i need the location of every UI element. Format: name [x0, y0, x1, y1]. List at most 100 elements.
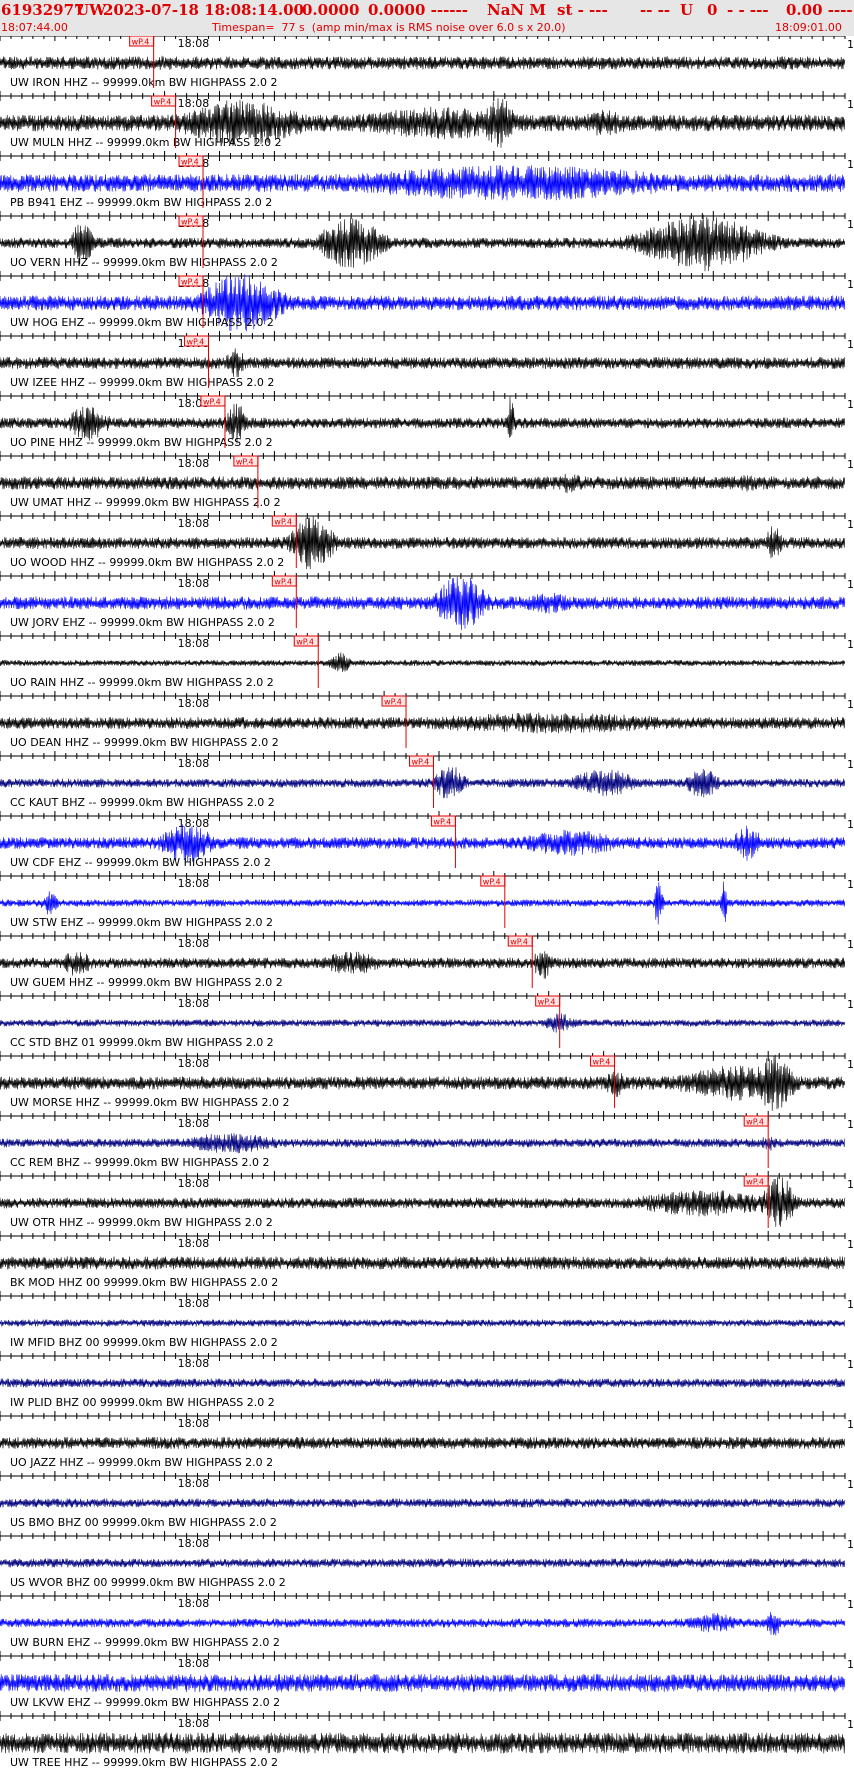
- station-label: UW UMAT HHZ -- 99999.0km BW HIGHPASS 2.0…: [10, 496, 281, 509]
- pick-label: wP.4: [411, 758, 429, 767]
- waveform-trace: [0, 165, 846, 201]
- time-axis-ticks: [0, 991, 846, 1001]
- pick-label: wP.4: [296, 638, 314, 647]
- latitude: 0.0000: [302, 1, 360, 19]
- waveform-trace: [0, 1256, 846, 1270]
- minute-mark-label: 18:08: [178, 1237, 210, 1250]
- waveform-trace: [0, 1611, 846, 1636]
- minute-mark-label: 18:08: [178, 1117, 210, 1130]
- station-label: CC REM BHZ -- 99999.0km BW HIGHPASS 2.0 …: [10, 1156, 270, 1169]
- scale-marker: 1: [847, 1118, 854, 1131]
- station-label: UW MULN HHZ -- 99999.0km BW HIGHPASS 2.0…: [10, 136, 282, 149]
- scale-marker: 1: [847, 518, 854, 531]
- station-label: UW OTR HHZ -- 99999.0km BW HIGHPASS 2.0 …: [10, 1216, 273, 1229]
- minute-mark-label: 18:08: [178, 1297, 210, 1310]
- time-axis-ticks: [0, 931, 846, 941]
- station-label: UO PINE HHZ -- 99999.0km BW HIGHPASS 2.0…: [10, 436, 273, 449]
- scale-marker: 1: [847, 1178, 854, 1191]
- pick-label: wP.4: [274, 578, 292, 587]
- time-axis-ticks: [0, 1591, 846, 1601]
- time-axis-ticks: [0, 1351, 846, 1361]
- scale-marker: 1: [847, 578, 854, 591]
- waveform-trace: [0, 515, 846, 570]
- waveform-trace: [0, 767, 846, 799]
- pick-label: wP.4: [181, 278, 199, 287]
- waveform-trace: [0, 274, 846, 332]
- station-label: UW IZEE HHZ -- 99999.0km BW HIGHPASS 2.0…: [10, 376, 274, 389]
- scale-marker: 1: [847, 1598, 854, 1611]
- timespan-line: 18:07:44.00 Timespan= 77 s (amp min/max …: [0, 21, 854, 35]
- time-axis-ticks: [0, 691, 846, 701]
- waveform-trace: [0, 576, 846, 631]
- scale-marker: 1: [847, 758, 854, 771]
- version: 0: [707, 1, 718, 19]
- station-label: UO JAZZ HHZ -- 99999.0km BW HIGHPASS 2.0…: [10, 1456, 273, 1469]
- network-code: UW: [76, 1, 106, 19]
- minute-mark-label: 18:08: [178, 517, 210, 530]
- scale-marker: 1: [847, 1538, 854, 1551]
- minute-mark-label: 18:08: [178, 937, 210, 950]
- longitude: 0.0000 ------: [368, 1, 468, 19]
- waveform-trace: [0, 396, 846, 444]
- time-axis-ticks: [0, 1411, 846, 1421]
- station-label: UW LKVW EHZ -- 99999.0km BW HIGHPASS 2.0…: [10, 1696, 280, 1709]
- scale-marker: 1: [847, 1478, 854, 1491]
- waveform-trace: [0, 951, 846, 979]
- pick-label: wP.4: [132, 38, 150, 47]
- minute-mark-label: 18:08: [178, 1657, 210, 1670]
- station-label: CC STD BHZ 01 99999.0km BW HIGHPASS 2.0 …: [10, 1036, 274, 1049]
- scale-marker: 1: [847, 1358, 854, 1371]
- time-axis-ticks: [0, 451, 846, 461]
- station-label: UO DEAN HHZ -- 99999.0km BW HIGHPASS 2.0…: [10, 736, 279, 749]
- waveform-trace: [0, 98, 846, 148]
- time-axis-ticks: [0, 1651, 846, 1661]
- scale-marker: 1: [847, 1718, 854, 1731]
- scale-marker: 1: [847, 998, 854, 1011]
- minute-mark-label: 18:08: [178, 1057, 210, 1070]
- station-label: UW HOG EHZ -- 99999.0km BW HIGHPASS 2.0 …: [10, 316, 274, 329]
- scale-marker: 1: [847, 818, 854, 831]
- time-axis-ticks: [0, 751, 846, 761]
- station-label: PB B941 EHZ -- 99999.0km BW HIGHPASS 2.0…: [10, 196, 272, 209]
- pick-label: wP.4: [181, 218, 199, 227]
- scale-marker: 1: [847, 1238, 854, 1251]
- seismogram-plot: 18:08 1 UW IRON HHZ -- 99999.0km BW HIGHPA…: [0, 36, 854, 1769]
- station-label: UW GUEM HHZ -- 99999.0km BW HIGHPASS 2.0…: [10, 976, 283, 989]
- station-label: IW MFID BHZ 00 99999.0km BW HIGHPASS 2.0…: [10, 1336, 278, 1349]
- time-axis-ticks: [0, 1051, 846, 1061]
- pick-label: wP.4: [538, 998, 556, 1007]
- header-bar: 61932977 UW 2023-07-18 18:08:14.00 0.000…: [0, 0, 854, 36]
- magnitude-code: st - ---: [557, 1, 608, 19]
- origin-datetime: 2023-07-18 18:08:14.00: [103, 1, 304, 19]
- end-time: 18:09:01.00: [775, 21, 842, 34]
- pick-label: wP.4: [203, 398, 221, 407]
- waveform-trace: [0, 1498, 846, 1508]
- minute-mark-label: 18:08: [178, 577, 210, 590]
- event-summary-line: 61932977 UW 2023-07-18 18:08:14.00 0.000…: [0, 1, 854, 19]
- scale-marker: 1: [847, 338, 854, 351]
- scale-marker: 1: [847, 1658, 854, 1671]
- pick-label: wP.4: [593, 1058, 611, 1067]
- scale-marker: 1: [847, 458, 854, 471]
- station-label: UW BURN EHZ -- 99999.0km BW HIGHPASS 2.0…: [10, 1636, 280, 1649]
- minute-mark-label: 18:08: [178, 97, 210, 110]
- scale-marker: 1: [847, 98, 854, 111]
- scale-marker: 1: [847, 218, 854, 231]
- dash-field: - - ---: [727, 1, 769, 19]
- station-label: US BMO BHZ 00 99999.0km BW HIGHPASS 2.0 …: [10, 1516, 277, 1529]
- station-label: UO VERN HHZ -- 99999.0km BW HIGHPASS 2.0…: [10, 256, 278, 269]
- minute-mark-label: 18:08: [178, 1597, 210, 1610]
- pick-label: wP.4: [483, 878, 501, 887]
- start-time: 18:07:44.00: [1, 21, 68, 34]
- review-flag: U: [680, 1, 694, 19]
- scale-marker: 1: [847, 158, 854, 171]
- waveform-trace: [0, 652, 846, 673]
- waveform-trace: [0, 473, 846, 494]
- station-label: UW IRON HHZ -- 99999.0km BW HIGHPASS 2.0…: [10, 76, 278, 89]
- waveform-trace: [0, 1054, 846, 1111]
- waveform-trace: [0, 55, 846, 70]
- scale-marker: 1: [847, 878, 854, 891]
- pick-label: wP.4: [274, 518, 292, 527]
- station-label: UW MORSE HHZ -- 99999.0km BW HIGHPASS 2.…: [10, 1096, 289, 1109]
- minute-mark-label: 18:08: [178, 457, 210, 470]
